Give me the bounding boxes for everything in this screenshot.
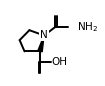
Text: N: N (40, 30, 48, 41)
Polygon shape (38, 36, 44, 52)
Text: NH$_2$: NH$_2$ (77, 20, 98, 34)
Text: OH: OH (51, 57, 67, 67)
